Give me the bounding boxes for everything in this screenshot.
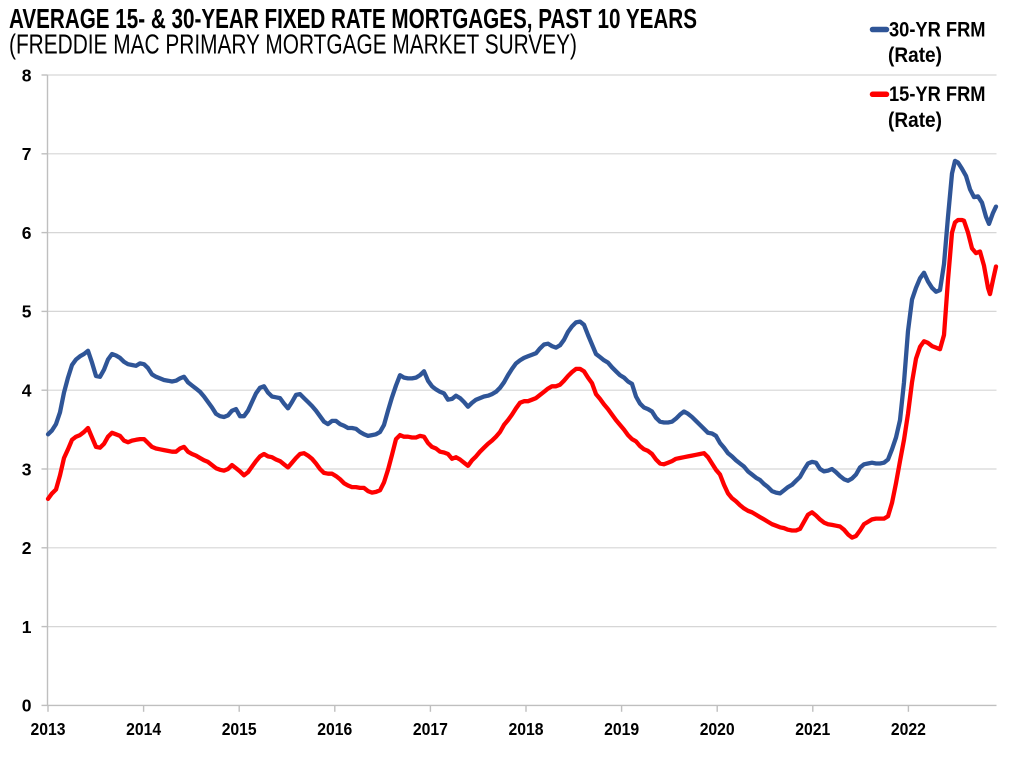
svg-text:2021: 2021 (795, 719, 830, 739)
svg-text:(FREDDIE MAC PRIMARY MORTGAGE: (FREDDIE MAC PRIMARY MORTGAGE MARKET SUR… (9, 29, 577, 60)
svg-text:7: 7 (22, 144, 32, 164)
svg-text:2014: 2014 (126, 719, 161, 739)
svg-text:5: 5 (22, 302, 32, 322)
svg-text:AVERAGE 15- & 30-YEAR FIXED RA: AVERAGE 15- & 30-YEAR FIXED RATE MORTGAG… (9, 3, 697, 34)
svg-text:4: 4 (22, 381, 32, 401)
svg-text:2019: 2019 (604, 719, 639, 739)
svg-text:6: 6 (22, 223, 32, 243)
svg-text:8: 8 (22, 65, 32, 85)
svg-text:2017: 2017 (413, 719, 448, 739)
svg-text:2015: 2015 (222, 719, 257, 739)
svg-text:(Rate): (Rate) (888, 43, 942, 67)
svg-text:3: 3 (22, 459, 32, 479)
svg-text:0: 0 (22, 696, 32, 716)
svg-text:2020: 2020 (700, 719, 735, 739)
svg-text:2013: 2013 (31, 719, 66, 739)
svg-text:15-YR FRM: 15-YR FRM (889, 82, 986, 106)
svg-text:2: 2 (22, 538, 32, 558)
svg-text:(Rate): (Rate) (888, 108, 942, 132)
svg-text:1: 1 (22, 617, 32, 637)
svg-text:30-YR FRM: 30-YR FRM (889, 17, 986, 41)
svg-text:2018: 2018 (509, 719, 544, 739)
svg-text:2016: 2016 (317, 719, 352, 739)
svg-text:2022: 2022 (891, 719, 926, 739)
